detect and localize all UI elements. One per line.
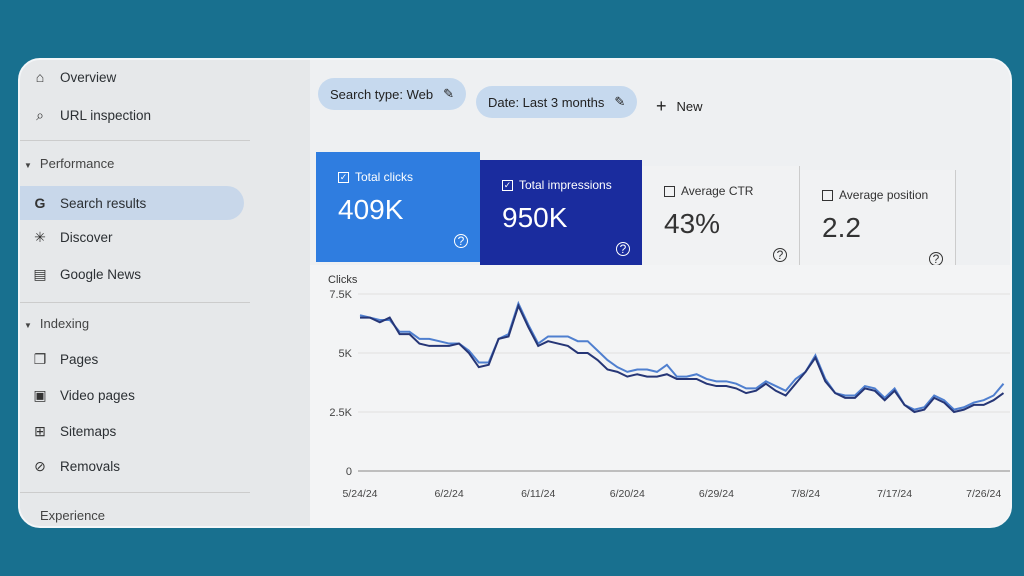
pencil-icon: ✎: [614, 94, 626, 109]
divider: [20, 492, 250, 493]
checkbox-checked-icon[interactable]: ✓: [338, 171, 349, 183]
news-icon: ▤: [33, 265, 47, 282]
sidebar-item-video-pages[interactable]: ▣ Video pages: [20, 378, 134, 412]
help-icon[interactable]: ?: [773, 248, 787, 262]
metric-card-average-ctr[interactable]: Average CTR 43%?: [642, 166, 800, 276]
metric-value: 409K: [338, 194, 404, 225]
x-tick-label: 7/17/24: [877, 488, 912, 500]
sidebar-item-removals[interactable]: ⊘ Removals: [20, 449, 120, 483]
pages-icon: ❐: [33, 350, 47, 367]
checkbox-icon[interactable]: [664, 185, 675, 197]
section-experience[interactable]: Experience: [40, 508, 106, 523]
metric-card-total-impressions[interactable]: ✓ Total impressions 950K?: [480, 160, 642, 270]
sitemap-icon: ⊞: [34, 422, 46, 439]
sidebar-item-overview[interactable]: ⌂ Overview: [20, 60, 117, 94]
section-performance[interactable]: ▼ Performance: [24, 156, 115, 171]
sidebar-item-google-news[interactable]: ▤ Google News: [20, 257, 141, 291]
sidebar-item-pages[interactable]: ❐ Pages: [20, 342, 99, 376]
x-tick-label: 7/8/24: [791, 488, 820, 500]
new-filter-button[interactable]: + New: [656, 96, 703, 116]
help-icon[interactable]: ?: [616, 242, 630, 256]
sidebar-item-sitemaps[interactable]: ⊞ Sitemaps: [20, 414, 116, 448]
home-icon: ⌂: [35, 69, 45, 85]
y-tick-label: 7.5K: [329, 289, 352, 301]
search-console-window: ⌂ Overview ⌕ URL inspection ▼ Performance G…: [18, 58, 1012, 528]
x-tick-label: 6/2/24: [434, 488, 463, 500]
x-tick-label: 6/11/24: [521, 488, 555, 500]
metric-card-total-clicks[interactable]: ✓ Total clicks 409K?: [316, 152, 480, 262]
sidebar: ⌂ Overview ⌕ URL inspection ▼ Performance G…: [20, 60, 310, 526]
line-chart: Clicks 0 2.5K 5K 7.5K 5/24/24 6/2/24 6/11/24 6/2…: [328, 274, 1010, 500]
removals-icon: ⊘: [34, 457, 46, 474]
series-line-clicks: [360, 303, 1005, 414]
search-type-filter[interactable]: Search type: Web ✎: [318, 78, 466, 110]
y-tick-label: 0: [346, 466, 352, 478]
sidebar-item-url-inspection[interactable]: ⌕ URL inspection: [20, 98, 151, 132]
y-tick-label: 2.5K: [329, 407, 352, 419]
metric-value: 950K: [502, 202, 568, 233]
checkbox-icon[interactable]: [822, 189, 833, 201]
date-filter[interactable]: Date: Last 3 months ✎: [476, 86, 638, 118]
metric-value: 2.2: [822, 212, 861, 243]
asterisk-icon: ✳: [34, 228, 46, 245]
x-tick-label: 6/29/24: [699, 488, 734, 500]
metric-value: 43%: [664, 208, 721, 239]
checkbox-checked-icon[interactable]: ✓: [502, 179, 513, 191]
help-icon[interactable]: ?: [929, 252, 943, 266]
divider: [20, 140, 250, 141]
sidebar-item-discover[interactable]: ✳ Discover: [20, 220, 112, 254]
series-line-impressions: [359, 300, 1005, 411]
performance-chart: Clicks 0 2.5K 5K 7.5K 5/24/24 6/2/24 6/11/24 6/2…: [310, 265, 1010, 526]
google-g-icon: G: [34, 195, 46, 211]
help-icon[interactable]: ?: [454, 234, 468, 248]
x-tick-label: 6/20/24: [610, 488, 645, 500]
x-tick-label: 7/26/24: [966, 488, 1001, 500]
search-icon: ⌕: [36, 106, 44, 123]
y-axis-title: Clicks: [328, 274, 358, 286]
divider: [20, 302, 250, 303]
y-tick-label: 5K: [339, 348, 353, 360]
sidebar-item-search-results[interactable]: G Search results: [20, 186, 244, 220]
video-icon: ▣: [33, 386, 47, 403]
x-tick-label: 5/24/24: [342, 488, 377, 500]
section-indexing[interactable]: ▼ Indexing: [24, 316, 90, 331]
pencil-icon: ✎: [443, 86, 454, 101]
main-content: Search type: Web ✎ Date: Last 3 months ✎ +…: [310, 60, 1010, 526]
plus-icon: +: [656, 96, 667, 116]
metric-card-average-position[interactable]: Average position 2.2?: [800, 170, 956, 280]
